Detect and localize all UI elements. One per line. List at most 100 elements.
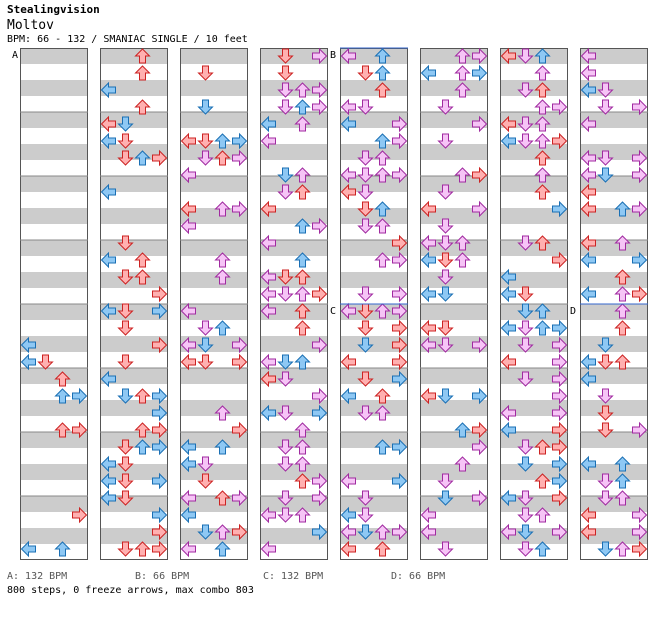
pink-right-arrow-icon bbox=[392, 302, 408, 320]
pink-left-arrow-icon bbox=[580, 166, 596, 184]
pink-up-arrow-icon bbox=[294, 167, 311, 183]
red-right-arrow-icon bbox=[552, 421, 568, 439]
blue-left-arrow-icon bbox=[20, 540, 36, 558]
chart-column bbox=[580, 48, 648, 560]
blue-down-arrow-icon bbox=[597, 167, 614, 183]
pink-up-arrow-icon bbox=[294, 439, 311, 455]
blue-right-arrow-icon bbox=[392, 370, 408, 388]
pink-down-arrow-icon bbox=[277, 507, 294, 523]
pink-right-arrow-icon bbox=[472, 336, 488, 354]
pink-left-arrow-icon bbox=[580, 115, 596, 133]
red-down-arrow-icon bbox=[37, 354, 54, 370]
pink-right-arrow-icon bbox=[472, 115, 488, 133]
pink-left-arrow-icon bbox=[340, 47, 356, 65]
blue-right-arrow-icon bbox=[72, 387, 88, 405]
pink-right-arrow-icon bbox=[392, 132, 408, 150]
blue-left-arrow-icon bbox=[500, 421, 516, 439]
blue-down-arrow-icon bbox=[357, 337, 374, 353]
blue-up-arrow-icon bbox=[214, 320, 231, 336]
pink-right-arrow-icon bbox=[472, 200, 488, 218]
pink-up-arrow-icon bbox=[374, 524, 391, 540]
red-right-arrow-icon bbox=[232, 421, 248, 439]
chart-column bbox=[180, 48, 248, 560]
red-left-arrow-icon bbox=[260, 370, 276, 388]
red-left-arrow-icon bbox=[260, 200, 276, 218]
red-up-arrow-icon bbox=[134, 65, 151, 81]
pink-left-arrow-icon bbox=[340, 98, 356, 116]
pink-up-arrow-icon bbox=[614, 490, 631, 506]
pink-right-arrow-icon bbox=[472, 438, 488, 456]
pink-right-arrow-icon bbox=[392, 285, 408, 303]
red-down-arrow-icon bbox=[197, 354, 214, 370]
section-legend: A: 132 BPM B: 66 BPM C: 132 BPM D: 66 BPM bbox=[7, 571, 519, 582]
blue-up-arrow-icon bbox=[374, 48, 391, 64]
blue-down-arrow-icon bbox=[437, 490, 454, 506]
pink-left-arrow-icon bbox=[260, 268, 276, 286]
red-right-arrow-icon bbox=[552, 132, 568, 150]
pink-down-arrow-icon bbox=[357, 507, 374, 523]
pink-left-arrow-icon bbox=[500, 404, 516, 422]
pink-up-arrow-icon bbox=[534, 99, 551, 115]
red-down-arrow-icon bbox=[357, 65, 374, 81]
pink-down-arrow-icon bbox=[357, 286, 374, 302]
red-left-arrow-icon bbox=[580, 234, 596, 252]
blue-left-arrow-icon bbox=[500, 285, 516, 303]
red-down-arrow-icon bbox=[117, 133, 134, 149]
red-left-arrow-icon bbox=[180, 353, 196, 371]
blue-up-arrow-icon bbox=[534, 320, 551, 336]
blue-left-arrow-icon bbox=[500, 132, 516, 150]
blue-down-arrow-icon bbox=[117, 116, 134, 132]
pink-down-arrow-icon bbox=[517, 490, 534, 506]
red-right-arrow-icon bbox=[72, 506, 88, 524]
red-left-arrow-icon bbox=[580, 523, 596, 541]
red-up-arrow-icon bbox=[614, 320, 631, 336]
pink-right-arrow-icon bbox=[232, 489, 248, 507]
blue-up-arrow-icon bbox=[534, 541, 551, 557]
red-down-arrow-icon bbox=[197, 65, 214, 81]
pink-right-arrow-icon bbox=[552, 353, 568, 371]
pink-left-arrow-icon bbox=[340, 302, 356, 320]
blue-up-arrow-icon bbox=[374, 133, 391, 149]
pink-down-arrow-icon bbox=[357, 99, 374, 115]
red-left-arrow-icon bbox=[420, 319, 436, 337]
chart-column bbox=[420, 48, 488, 560]
pink-right-arrow-icon bbox=[552, 523, 568, 541]
pink-down-arrow-icon bbox=[437, 218, 454, 234]
blue-left-arrow-icon bbox=[180, 455, 196, 473]
pink-left-arrow-icon bbox=[180, 489, 196, 507]
blue-up-arrow-icon bbox=[614, 473, 631, 489]
blue-down-arrow-icon bbox=[197, 524, 214, 540]
blue-up-arrow-icon bbox=[214, 439, 231, 455]
blue-up-arrow-icon bbox=[54, 541, 71, 557]
pink-up-arrow-icon bbox=[374, 405, 391, 421]
red-left-arrow-icon bbox=[340, 540, 356, 558]
pink-down-arrow-icon bbox=[597, 150, 614, 166]
pink-right-arrow-icon bbox=[392, 523, 408, 541]
pink-left-arrow-icon bbox=[260, 302, 276, 320]
blue-left-arrow-icon bbox=[100, 370, 116, 388]
pink-down-arrow-icon bbox=[357, 184, 374, 200]
blue-right-arrow-icon bbox=[152, 302, 168, 320]
red-left-arrow-icon bbox=[340, 183, 356, 201]
blue-left-arrow-icon bbox=[580, 251, 596, 269]
blue-left-arrow-icon bbox=[100, 455, 116, 473]
red-down-arrow-icon bbox=[117, 541, 134, 557]
blue-down-arrow-icon bbox=[277, 167, 294, 183]
blue-up-arrow-icon bbox=[614, 201, 631, 217]
pink-right-arrow-icon bbox=[632, 523, 648, 541]
pink-down-arrow-icon bbox=[597, 490, 614, 506]
red-down-arrow-icon bbox=[277, 269, 294, 285]
pink-up-arrow-icon bbox=[214, 524, 231, 540]
blue-left-arrow-icon bbox=[580, 81, 596, 99]
blue-up-arrow-icon bbox=[134, 150, 151, 166]
pink-left-arrow-icon bbox=[420, 506, 436, 524]
pink-left-arrow-icon bbox=[340, 472, 356, 490]
pink-down-arrow-icon bbox=[437, 99, 454, 115]
red-up-arrow-icon bbox=[134, 422, 151, 438]
red-up-arrow-icon bbox=[294, 473, 311, 489]
red-down-arrow-icon bbox=[357, 320, 374, 336]
pink-left-arrow-icon bbox=[500, 523, 516, 541]
song-title: Stealingvision bbox=[7, 3, 100, 16]
red-up-arrow-icon bbox=[614, 269, 631, 285]
pink-left-arrow-icon bbox=[180, 302, 196, 320]
